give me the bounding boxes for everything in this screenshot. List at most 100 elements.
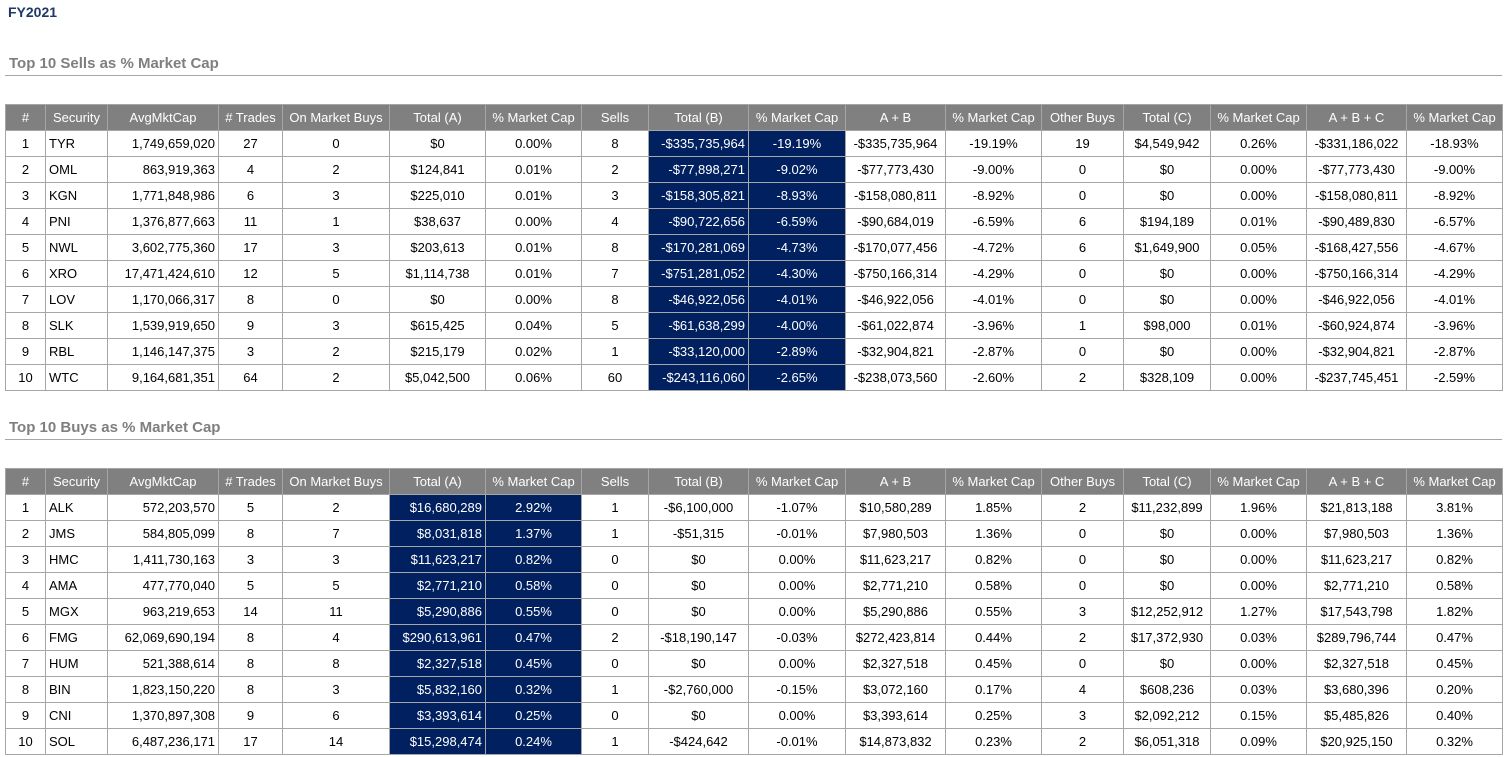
table-cell: $1,114,738 bbox=[389, 260, 486, 287]
table-cell: 0 bbox=[1041, 182, 1124, 209]
section: Top 10 Buys as % Market Cap # Security Avg… bbox=[5, 417, 1503, 757]
table-cell: -0.15% bbox=[748, 676, 846, 703]
table-cell: 0.25% bbox=[485, 702, 582, 729]
table-cell: -4.67% bbox=[1406, 234, 1503, 261]
table-cell: 1 bbox=[5, 130, 46, 157]
table-cell: 12 bbox=[218, 260, 283, 287]
table-cell: 9,164,681,351 bbox=[107, 364, 219, 391]
table-cell: 2 bbox=[282, 494, 390, 521]
table-cell: 1,411,730,163 bbox=[107, 546, 219, 573]
table-cell: $615,425 bbox=[389, 312, 486, 339]
table-cell: 1,370,897,308 bbox=[107, 702, 219, 729]
table-cell: $12,252,912 bbox=[1123, 598, 1211, 625]
table-cell: -9.00% bbox=[945, 156, 1042, 183]
table-cell: 8 bbox=[218, 624, 283, 651]
table-cell: $98,000 bbox=[1123, 312, 1211, 339]
table-cell: $5,485,826 bbox=[1306, 702, 1407, 729]
table-cell: 0.01% bbox=[485, 182, 582, 209]
column-header: A + B bbox=[845, 468, 946, 495]
table-cell: 6 bbox=[218, 182, 283, 209]
table-cell: -8.92% bbox=[1406, 182, 1503, 209]
table-cell: $3,393,614 bbox=[389, 702, 486, 729]
table-cell: 1.36% bbox=[1406, 520, 1503, 547]
table-cell: 0.45% bbox=[945, 650, 1042, 677]
table-cell: 8 bbox=[5, 312, 46, 339]
table-cell: -$6,100,000 bbox=[648, 494, 749, 521]
table-cell: 6,487,236,171 bbox=[107, 728, 219, 755]
table-cell: -2.89% bbox=[748, 338, 846, 365]
table-cell: $7,980,503 bbox=[845, 520, 946, 547]
column-header: % Market Cap bbox=[748, 104, 846, 131]
table-cell: -4.72% bbox=[945, 234, 1042, 261]
table-cell: -$32,904,821 bbox=[1306, 338, 1407, 365]
table-cell: 0 bbox=[581, 572, 649, 599]
table-cell: 3 bbox=[282, 546, 390, 573]
table-cell: $17,543,798 bbox=[1306, 598, 1407, 625]
table-cell: $3,072,160 bbox=[845, 676, 946, 703]
table-cell: -6.57% bbox=[1406, 208, 1503, 235]
table-cell: 0.00% bbox=[485, 130, 582, 157]
table-cell: 6 bbox=[1041, 234, 1124, 261]
table-cell: $2,771,210 bbox=[1306, 572, 1407, 599]
table-cell: 10 bbox=[5, 364, 46, 391]
table-cell: 0.03% bbox=[1210, 676, 1307, 703]
table-cell: 0.03% bbox=[1210, 624, 1307, 651]
table-cell: -9.02% bbox=[748, 156, 846, 183]
table-cell: 3 bbox=[1041, 702, 1124, 729]
section-heading: Top 10 Sells as % Market Cap bbox=[5, 53, 1502, 76]
table-cell: 572,203,570 bbox=[107, 494, 219, 521]
table-cell: 0.00% bbox=[1210, 546, 1307, 573]
table-cell: $2,771,210 bbox=[845, 572, 946, 599]
table-cell: 3 bbox=[282, 234, 390, 261]
table-cell: 0 bbox=[1041, 338, 1124, 365]
table-row: 2 JMS 584,805,099 8 7 $8,031,818 1.37% 1 -$51,31… bbox=[5, 520, 1503, 547]
table-cell: -2.65% bbox=[748, 364, 846, 391]
table-cell: $17,372,930 bbox=[1123, 624, 1211, 651]
table-row: 5 NWL 3,602,775,360 17 3 $203,613 0.01% 8 -$170,… bbox=[5, 234, 1503, 261]
table-cell: -1.07% bbox=[748, 494, 846, 521]
table-cell: 0.45% bbox=[485, 650, 582, 677]
table-cell: 7 bbox=[581, 260, 649, 287]
table-cell: -$51,315 bbox=[648, 520, 749, 547]
table-cell: 963,219,653 bbox=[107, 598, 219, 625]
table-cell: $0 bbox=[1123, 156, 1211, 183]
table-cell: -$170,281,069 bbox=[648, 234, 749, 261]
table-cell: $0 bbox=[1123, 182, 1211, 209]
table-cell: $8,031,818 bbox=[389, 520, 486, 547]
table-cell: 3 bbox=[5, 546, 46, 573]
table-cell: 0.00% bbox=[1210, 338, 1307, 365]
table-cell: $6,051,318 bbox=[1123, 728, 1211, 755]
table-cell: 0.06% bbox=[485, 364, 582, 391]
table-cell: 8 bbox=[581, 234, 649, 261]
table-row: 5 MGX 963,219,653 14 11 $5,290,886 0.55% 0 $0 0.0… bbox=[5, 598, 1503, 625]
table-cell: 3 bbox=[581, 182, 649, 209]
table-cell: 2 bbox=[5, 156, 46, 183]
table-cell: 0.44% bbox=[945, 624, 1042, 651]
table-cell: 0.00% bbox=[748, 702, 846, 729]
table-cell: 8 bbox=[282, 650, 390, 677]
table-cell: TYR bbox=[45, 130, 108, 157]
table-cell: 0.82% bbox=[945, 546, 1042, 573]
table-cell: $289,796,744 bbox=[1306, 624, 1407, 651]
table-cell: $16,680,289 bbox=[389, 494, 486, 521]
table-cell: 0.26% bbox=[1210, 130, 1307, 157]
table-cell: $0 bbox=[1123, 520, 1211, 547]
column-header: A + B + C bbox=[1306, 468, 1407, 495]
table-cell: 0.00% bbox=[748, 598, 846, 625]
column-header: Total (A) bbox=[389, 104, 486, 131]
table-cell: -0.01% bbox=[748, 520, 846, 547]
table-cell: $194,189 bbox=[1123, 208, 1211, 235]
column-header: Total (B) bbox=[648, 104, 749, 131]
table-cell: 7 bbox=[5, 650, 46, 677]
table-cell: 1,771,848,986 bbox=[107, 182, 219, 209]
table-cell: HMC bbox=[45, 546, 108, 573]
table-cell: 0.47% bbox=[1406, 624, 1503, 651]
table-cell: 1,823,150,220 bbox=[107, 676, 219, 703]
table-cell: 0 bbox=[1041, 286, 1124, 313]
table-cell: 0.58% bbox=[1406, 572, 1503, 599]
table-cell: SLK bbox=[45, 312, 108, 339]
table-cell: $4,549,942 bbox=[1123, 130, 1211, 157]
table-cell: 863,919,363 bbox=[107, 156, 219, 183]
table-cell: 0.05% bbox=[1210, 234, 1307, 261]
